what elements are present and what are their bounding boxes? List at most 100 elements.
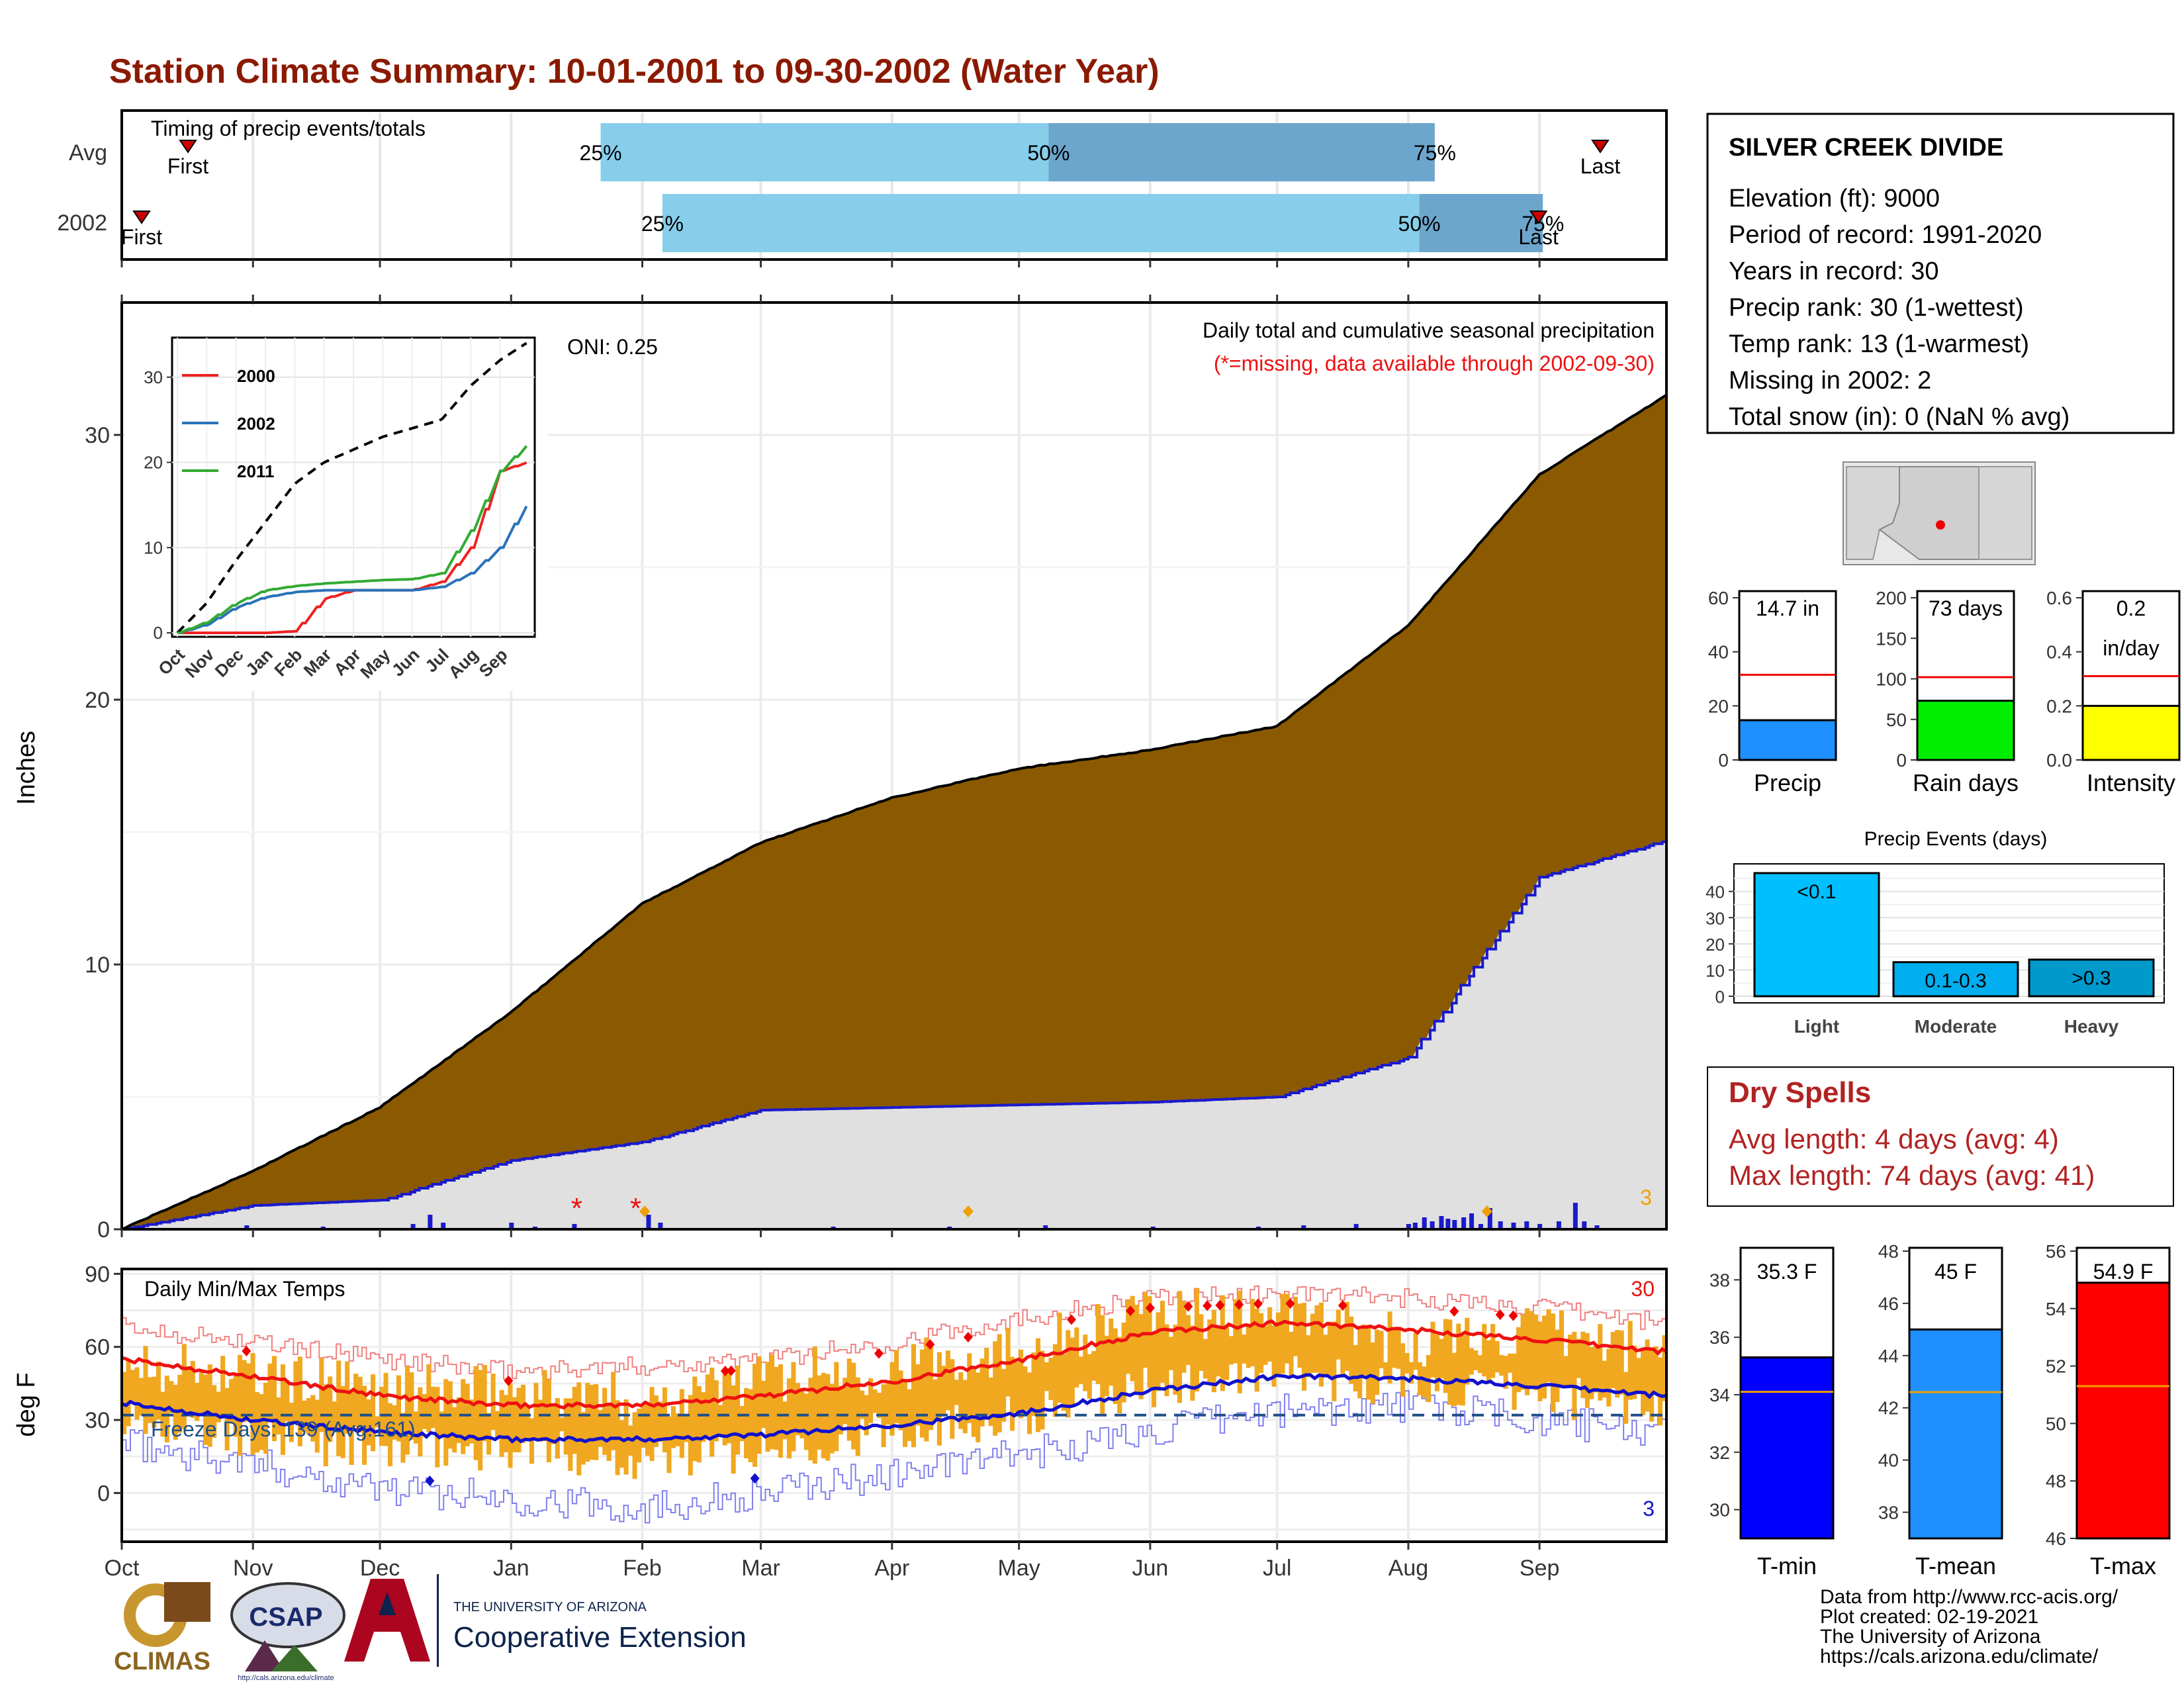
temp-bar-value-label: 35.3 F	[1757, 1260, 1817, 1284]
daily-temp-bar	[774, 1366, 779, 1450]
temp-bar-value	[1739, 1356, 1835, 1540]
daily-temp-bar	[1550, 1313, 1556, 1412]
mini-bar-name: Rain days	[1913, 769, 2019, 796]
daily-precip-bar	[441, 1223, 446, 1229]
freeze-days-label: Freeze Days: 139 (Avg:161)	[151, 1417, 416, 1441]
dry-spells-box: Dry Spells Avg length: 4 days (avg: 4) M…	[1707, 1066, 2174, 1207]
daily-temp-bar	[1026, 1372, 1032, 1434]
daily-temp-bar	[658, 1401, 663, 1442]
svg-text:http://cals.arizona.edu/climat: http://cals.arizona.edu/climate	[238, 1674, 334, 1682]
mini-bar-value-unit: in/day	[2103, 636, 2159, 660]
daily-temp-bar	[1383, 1362, 1388, 1380]
daily-temp-bar	[765, 1362, 770, 1452]
daily-temp-bar	[1199, 1314, 1204, 1371]
footer-url: https://cals.arizona.edu/climate/	[1820, 1646, 2099, 1667]
daily-temp-bar	[134, 1367, 140, 1420]
record-high-marker	[1253, 1298, 1263, 1309]
daily-temp-bar	[246, 1363, 251, 1419]
daily-temp-bar	[1078, 1356, 1083, 1384]
daily-temp-bar	[1520, 1314, 1525, 1390]
record-high-marker	[242, 1345, 251, 1356]
daily-temp-bar	[606, 1405, 612, 1462]
precip-event-bar-label: >0.3	[2071, 968, 2111, 990]
daily-temp-bar	[692, 1376, 698, 1462]
daily-temp-bar	[976, 1372, 981, 1442]
daily-temp-bar	[860, 1390, 865, 1419]
station-location-marker	[1936, 520, 1945, 530]
record-high-marker	[1145, 1302, 1155, 1313]
daily-temp-bar	[169, 1381, 174, 1413]
daily-temp-bar	[233, 1374, 238, 1437]
precip-event-category: Heavy	[2064, 1016, 2119, 1037]
daily-temp-bar	[1066, 1330, 1071, 1418]
record-high-marker	[925, 1339, 935, 1350]
temp-bar-name: T-max	[2090, 1552, 2156, 1579]
daily-temp-bar	[649, 1387, 655, 1462]
daily-temp-bar	[1138, 1314, 1144, 1399]
record-high-marker	[1495, 1309, 1505, 1321]
cumulative-year-line	[122, 840, 1668, 1231]
daily-temp-bar	[967, 1353, 972, 1423]
record-high-marker	[1285, 1298, 1295, 1309]
daily-temp-bar	[533, 1383, 539, 1440]
daily-precip-bar	[1353, 1224, 1359, 1229]
daily-temp-bar	[842, 1378, 848, 1425]
daily-temp-bar	[769, 1354, 775, 1450]
precip-event-category: Moderate	[1915, 1016, 1997, 1037]
daily-temp-bar	[1443, 1319, 1448, 1393]
daily-temp-bar	[984, 1348, 989, 1415]
daily-temp-bar	[1052, 1344, 1058, 1417]
daily-precip-bar	[244, 1225, 250, 1229]
daily-temp-bar	[1400, 1343, 1406, 1397]
mini-bar-ytick-label: 0	[1718, 750, 1729, 771]
daily-temp-bar	[1280, 1293, 1285, 1374]
daily-temp-bar	[443, 1379, 449, 1466]
daily-precip-bar	[1469, 1213, 1475, 1229]
daily-temp-bar	[551, 1403, 556, 1444]
daily-temp-bar	[1460, 1335, 1465, 1406]
daily-temp-bar	[267, 1363, 273, 1420]
daily-temp-bar	[1168, 1336, 1174, 1370]
daily-temp-bar	[1293, 1296, 1298, 1356]
daily-temp-bar	[1284, 1293, 1290, 1364]
daily-temp-bar	[1430, 1321, 1435, 1378]
precip-event-bar-label: 0.1-0.3	[1925, 970, 1986, 992]
mini-bar-ytick-label: 50	[1886, 710, 1907, 730]
daily-temp-bar	[418, 1387, 423, 1457]
daily-temp-bar	[1589, 1346, 1594, 1399]
daily-temp-bar	[1499, 1354, 1504, 1376]
daily-temp-bar	[1529, 1311, 1534, 1389]
daily-temp-bar	[1422, 1366, 1427, 1398]
mini-bar-ytick-label: 0	[1896, 750, 1907, 771]
daily-temp-bar	[1001, 1369, 1007, 1422]
daily-temp-bar	[889, 1362, 895, 1436]
daily-temp-bar	[220, 1356, 226, 1417]
daily-temp-bar	[594, 1383, 599, 1460]
daily-temp-bar	[1615, 1330, 1620, 1398]
locator-map	[1843, 461, 2036, 565]
daily-temp-bar	[1061, 1354, 1066, 1411]
oni-label: ONI: 0.25	[567, 335, 658, 359]
daily-temp-bar	[1177, 1291, 1182, 1403]
daily-precip-bar	[1422, 1217, 1427, 1229]
daily-temp-bar	[413, 1411, 418, 1444]
record-high-marker	[1066, 1314, 1076, 1325]
daily-temp-bar	[490, 1374, 496, 1430]
cumulative-average-area	[122, 395, 1666, 1230]
missing-day-marker: *	[630, 1192, 641, 1225]
daily-temp-bar	[1301, 1303, 1306, 1391]
daily-temp-bar	[396, 1375, 402, 1442]
daily-temp-bar	[1023, 1366, 1028, 1411]
daily-temp-bar	[911, 1344, 917, 1448]
daily-temp-bar	[504, 1395, 509, 1452]
daily-temp-bar	[1636, 1358, 1641, 1392]
daily-temp-bar	[962, 1380, 968, 1434]
precip-event-bar	[2028, 959, 2155, 998]
daily-temp-bar	[705, 1374, 710, 1436]
daily-temp-bar	[555, 1397, 560, 1459]
daily-temp-bar	[486, 1413, 492, 1455]
daily-temp-bar	[469, 1399, 475, 1444]
page-title: Station Climate Summary: 10-01-2001 to 0…	[109, 52, 1160, 91]
daily-temp-bar	[1503, 1356, 1508, 1389]
month-axis: Oct Nov Dec Jan Feb Mar Apr May Jun Jul Aug Sep	[105, 259, 1559, 1581]
